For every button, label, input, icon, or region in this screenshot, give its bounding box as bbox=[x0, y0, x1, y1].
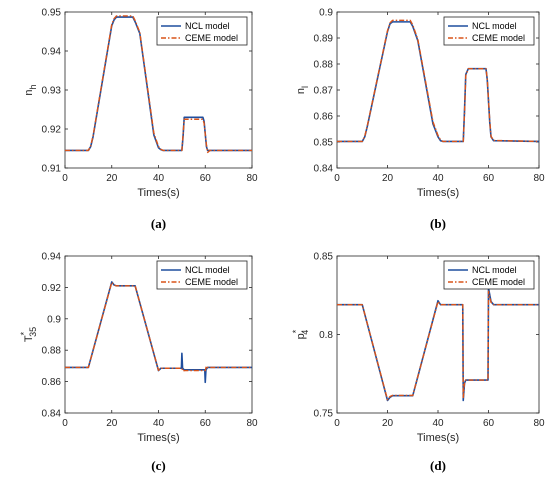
series-line-ceme bbox=[65, 15, 252, 154]
x-tick-label: 20 bbox=[382, 418, 394, 429]
legend: NCL model CEME model bbox=[443, 16, 535, 46]
legend-entry-label: CEME model bbox=[472, 33, 525, 43]
panel-label: (c) bbox=[151, 458, 165, 473]
series-group bbox=[65, 15, 252, 154]
x-tick-label: 40 bbox=[432, 173, 444, 184]
y-tick-label: 0.93 bbox=[42, 86, 62, 97]
x-tick-label: 80 bbox=[533, 173, 545, 184]
x-axis-label: Times(s) bbox=[137, 432, 179, 444]
y-axis-label-subscript: h bbox=[28, 84, 38, 89]
legend-entry-label: CEME model bbox=[472, 277, 525, 287]
x-tick-label: 20 bbox=[106, 418, 118, 429]
y-tick-label: 0.9 bbox=[47, 314, 61, 325]
x-tick-label: 0 bbox=[334, 173, 340, 184]
y-tick-label: 0.86 bbox=[314, 112, 334, 123]
y-tick-label: 0.86 bbox=[42, 377, 62, 388]
x-tick-label: 60 bbox=[200, 418, 212, 429]
y-tick-label: 0.75 bbox=[314, 409, 334, 420]
y-axis-label: nl bbox=[295, 86, 310, 94]
y-tick-label: 0.92 bbox=[42, 125, 62, 136]
y-tick-label: 0.88 bbox=[314, 60, 334, 71]
legend-entry-label: NCL model bbox=[185, 21, 230, 31]
y-tick-label: 0.87 bbox=[314, 86, 334, 97]
y-tick-label: 0.84 bbox=[314, 164, 334, 175]
y-tick-label: 0.95 bbox=[42, 8, 62, 19]
y-tick-label: 0.8 bbox=[319, 330, 333, 341]
y-tick-label: 0.88 bbox=[42, 346, 62, 357]
series-line-ceme bbox=[337, 19, 539, 143]
legend-entry-label: NCL model bbox=[185, 265, 230, 275]
series-line-ceme bbox=[337, 290, 539, 401]
x-tick-label: 20 bbox=[106, 173, 118, 184]
legend-entry-label: NCL model bbox=[472, 265, 517, 275]
x-tick-label: 0 bbox=[62, 418, 68, 429]
y-tick-label: 0.92 bbox=[42, 283, 62, 294]
series-group bbox=[337, 19, 539, 143]
y-axis-label: p*4 bbox=[291, 329, 310, 339]
y-tick-label: 0.85 bbox=[314, 138, 334, 149]
y-axis-label-subscript: 4 bbox=[300, 330, 310, 335]
x-axis-label: Times(s) bbox=[417, 432, 459, 444]
x-tick-label: 0 bbox=[334, 418, 340, 429]
y-axis-label-superscript: * bbox=[19, 331, 29, 335]
x-tick-label: 60 bbox=[200, 173, 212, 184]
y-tick-label: 0.94 bbox=[42, 47, 62, 58]
legend-box bbox=[156, 260, 248, 290]
panel-label: (d) bbox=[430, 458, 446, 473]
legend-box bbox=[443, 260, 535, 290]
panel-label: (a) bbox=[151, 216, 166, 231]
legend: NCL model CEME model bbox=[156, 16, 248, 46]
series-line-ceme bbox=[65, 281, 252, 373]
series-group bbox=[337, 287, 539, 402]
y-tick-label: 0.85 bbox=[314, 252, 334, 263]
legend: NCL model CEME model bbox=[443, 260, 535, 290]
y-axis-label-superscript: * bbox=[291, 329, 301, 333]
chart-panel-4: 0 20 40 60 80 0.75 0.8 0.85 Times(s) p*4 NCL model… bbox=[291, 252, 545, 474]
y-axis-label-subscript: l bbox=[300, 86, 310, 88]
y-tick-label: 0.94 bbox=[42, 252, 62, 263]
x-tick-label: 60 bbox=[483, 418, 495, 429]
x-tick-label: 80 bbox=[246, 418, 258, 429]
x-axis-label: Times(s) bbox=[137, 187, 179, 199]
legend-entry-label: NCL model bbox=[472, 21, 517, 31]
legend-entry-label: CEME model bbox=[185, 33, 238, 43]
x-tick-label: 20 bbox=[382, 173, 394, 184]
x-tick-label: 40 bbox=[432, 418, 444, 429]
y-tick-label: 0.9 bbox=[319, 8, 333, 19]
x-tick-label: 0 bbox=[62, 173, 68, 184]
panel-label: (b) bbox=[430, 216, 446, 231]
x-tick-label: 80 bbox=[533, 418, 545, 429]
x-tick-label: 40 bbox=[153, 173, 165, 184]
x-tick-label: 80 bbox=[246, 173, 258, 184]
chart-panel-1: 0 20 40 60 80 0.91 0.92 0.93 0.94 0.95 Times(s) nh N… bbox=[23, 8, 258, 232]
series-group bbox=[65, 281, 252, 384]
legend: NCL model CEME model bbox=[156, 260, 248, 290]
chart-panel-3: 0 20 40 60 80 0.84 0.86 0.88 0.9 0.92 0.94 Times(s)… bbox=[19, 252, 258, 474]
y-tick-label: 0.89 bbox=[314, 34, 334, 45]
x-tick-label: 60 bbox=[483, 173, 495, 184]
y-axis-label: T*35 bbox=[19, 327, 38, 342]
chart-panel-2: 0 20 40 60 80 0.84 0.85 0.86 0.87 0.88 0.89 0.9 Time… bbox=[295, 8, 545, 232]
y-axis-label: nh bbox=[23, 84, 38, 95]
x-axis-label: Times(s) bbox=[417, 187, 459, 199]
series-line-ncl bbox=[65, 281, 252, 384]
legend-box bbox=[156, 16, 248, 46]
y-axis-label-subscript: 35 bbox=[28, 327, 38, 337]
x-tick-label: 40 bbox=[153, 418, 165, 429]
y-tick-label: 0.91 bbox=[42, 164, 62, 175]
y-tick-label: 0.84 bbox=[42, 409, 62, 420]
legend-box bbox=[443, 16, 535, 46]
legend-entry-label: CEME model bbox=[185, 277, 238, 287]
